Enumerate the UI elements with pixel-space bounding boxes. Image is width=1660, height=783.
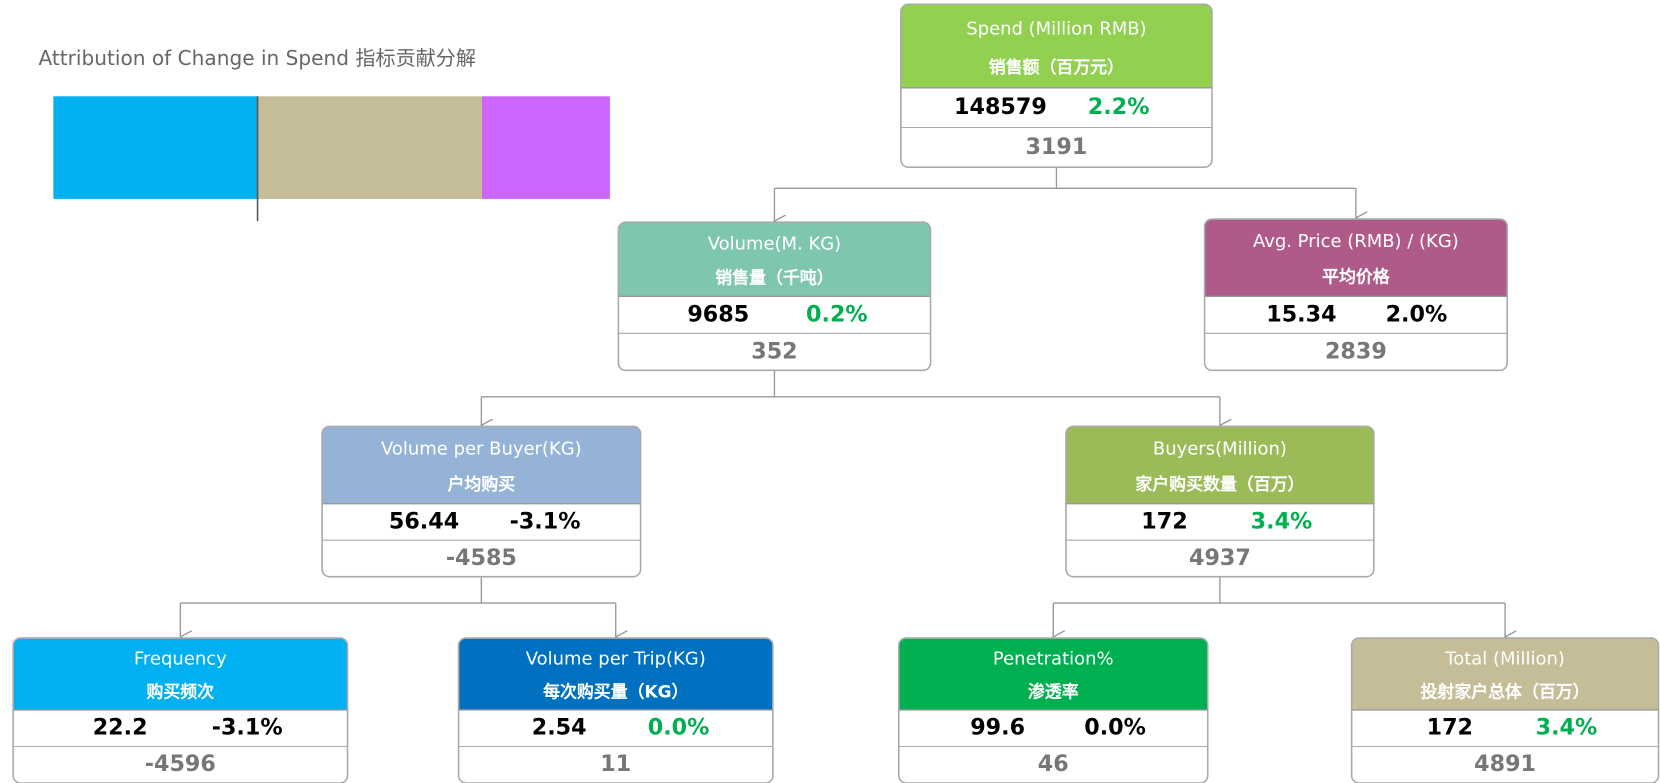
contribution: -4585 (446, 545, 517, 571)
change: 0.0% (1084, 715, 1146, 741)
contribution: 352 (751, 338, 797, 364)
node-border (1203, 218, 1508, 372)
title-en: Penetration% (993, 649, 1114, 670)
change: 3.4% (1251, 508, 1313, 534)
attribution-segment (481, 96, 610, 199)
node-header (1351, 638, 1659, 710)
title-cn: 投射家户总体（百万） (1421, 682, 1590, 702)
title-en: Spend (Million RMB) (966, 18, 1146, 39)
title-en: Total (Million) (1444, 649, 1565, 670)
contribution: 11 (600, 751, 631, 777)
change: 0.0% (648, 715, 710, 741)
value: 56.44 (389, 508, 459, 534)
node-border (321, 425, 642, 578)
node-header (322, 426, 641, 504)
contribution: -4596 (145, 751, 216, 777)
title-en: Frequency (134, 649, 227, 670)
node-header (618, 222, 931, 297)
change: -3.1% (212, 715, 283, 741)
contribution: 4937 (1189, 545, 1251, 571)
title-cn: 每次购买量（KG） (543, 682, 688, 702)
title-en: Volume per Buyer(KG) (381, 439, 582, 460)
title-cn: 销售量（千吨） (715, 267, 833, 287)
change: 0.2% (806, 301, 868, 327)
title-cn: 渗透率 (1028, 682, 1079, 702)
value: 148579 (954, 94, 1047, 120)
title-cn: 销售额（百万元） (989, 57, 1124, 77)
contribution: 2839 (1325, 338, 1387, 364)
value: 172 (1427, 715, 1473, 741)
node-border (1065, 425, 1375, 578)
value: 172 (1141, 508, 1187, 534)
node-header (13, 638, 348, 710)
node-border (900, 3, 1213, 168)
attribution-segment (53, 96, 258, 199)
change: 3.4% (1536, 715, 1598, 741)
node (1204, 219, 1508, 371)
node-header (1204, 219, 1508, 297)
change: 2.0% (1386, 301, 1448, 327)
title-cn: 平均价格 (1322, 267, 1391, 287)
node-header (458, 638, 773, 710)
contribution: 46 (1038, 751, 1069, 777)
value: 9685 (687, 301, 749, 327)
node-header (900, 4, 1212, 88)
node-header (898, 638, 1208, 710)
node (900, 4, 1212, 168)
attribution-title: Attribution of Change in Spend 指标贡献分解 (39, 46, 476, 70)
title-en: Volume per Trip(KG) (526, 649, 706, 670)
value: 2.54 (532, 715, 587, 741)
value: 99.6 (970, 715, 1025, 741)
title-cn: 家户购买数量（百万） (1135, 474, 1304, 494)
title-en: Avg. Price (RMB) / (KG) (1253, 231, 1459, 252)
title-cn: 户均购买 (448, 474, 516, 494)
contribution: 3191 (1026, 134, 1088, 160)
node-header (1065, 426, 1374, 504)
node (322, 426, 641, 577)
change: -3.1% (510, 508, 581, 534)
value: 15.34 (1266, 301, 1336, 327)
node (1065, 426, 1374, 577)
title-en: Buyers(Million) (1153, 439, 1287, 460)
attribution-segment (257, 96, 482, 199)
value: 22.2 (93, 715, 148, 741)
change: 2.2% (1088, 94, 1150, 120)
title-en: Volume(M. KG) (708, 233, 841, 254)
title-cn: 购买频次 (147, 682, 215, 702)
contribution: 4891 (1474, 751, 1536, 777)
